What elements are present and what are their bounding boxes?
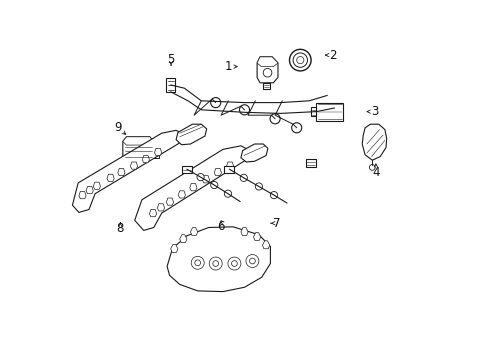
Polygon shape [241, 228, 247, 235]
Bar [311, 107, 316, 116]
Polygon shape [176, 124, 206, 145]
Text: 6: 6 [217, 220, 224, 233]
Text: 7: 7 [273, 217, 280, 230]
Polygon shape [257, 57, 277, 67]
Circle shape [239, 105, 249, 115]
Circle shape [263, 68, 271, 77]
Circle shape [270, 192, 277, 199]
Text: 5: 5 [167, 53, 174, 66]
Circle shape [194, 260, 200, 266]
Polygon shape [157, 204, 164, 211]
Polygon shape [167, 227, 270, 292]
Polygon shape [170, 244, 178, 252]
Polygon shape [190, 228, 197, 235]
Circle shape [240, 174, 247, 181]
Text: 2: 2 [328, 49, 336, 62]
Polygon shape [241, 144, 267, 162]
Bar [224, 166, 234, 173]
Polygon shape [107, 174, 114, 181]
Circle shape [368, 165, 374, 170]
Circle shape [224, 190, 231, 197]
Bar [182, 166, 192, 173]
Polygon shape [214, 168, 221, 176]
Polygon shape [166, 198, 173, 205]
Polygon shape [262, 241, 269, 249]
Circle shape [289, 49, 310, 71]
Polygon shape [142, 156, 149, 163]
Circle shape [249, 258, 255, 264]
Polygon shape [189, 184, 197, 191]
Polygon shape [178, 191, 185, 198]
Circle shape [245, 255, 258, 267]
Circle shape [255, 183, 262, 190]
Circle shape [197, 174, 204, 181]
Polygon shape [263, 83, 269, 89]
Polygon shape [118, 168, 125, 176]
Circle shape [227, 257, 241, 270]
Polygon shape [202, 176, 209, 183]
Polygon shape [122, 137, 153, 145]
Circle shape [296, 57, 303, 64]
Polygon shape [153, 147, 159, 151]
Polygon shape [153, 154, 159, 158]
Polygon shape [93, 182, 101, 189]
Circle shape [209, 257, 222, 270]
Polygon shape [72, 130, 183, 212]
Text: 9: 9 [114, 121, 122, 134]
Polygon shape [257, 57, 277, 83]
Bar [166, 78, 175, 92]
Text: 8: 8 [116, 222, 124, 235]
Circle shape [292, 53, 307, 67]
Polygon shape [122, 137, 153, 160]
Polygon shape [362, 124, 386, 160]
Polygon shape [226, 162, 233, 169]
Polygon shape [134, 146, 249, 230]
Polygon shape [179, 235, 186, 243]
Polygon shape [154, 148, 162, 156]
Polygon shape [253, 233, 260, 240]
Text: 3: 3 [370, 105, 378, 118]
Bar [316, 103, 343, 121]
Polygon shape [79, 192, 86, 199]
Circle shape [269, 114, 280, 124]
Polygon shape [149, 210, 156, 217]
Circle shape [231, 261, 237, 266]
Circle shape [212, 261, 218, 266]
Circle shape [291, 123, 301, 133]
Bar [305, 159, 315, 167]
Text: 4: 4 [371, 166, 379, 179]
Circle shape [210, 98, 220, 108]
Text: 1: 1 [224, 60, 232, 73]
Circle shape [210, 181, 218, 189]
Polygon shape [86, 186, 93, 194]
Circle shape [191, 256, 204, 269]
Polygon shape [130, 162, 137, 169]
